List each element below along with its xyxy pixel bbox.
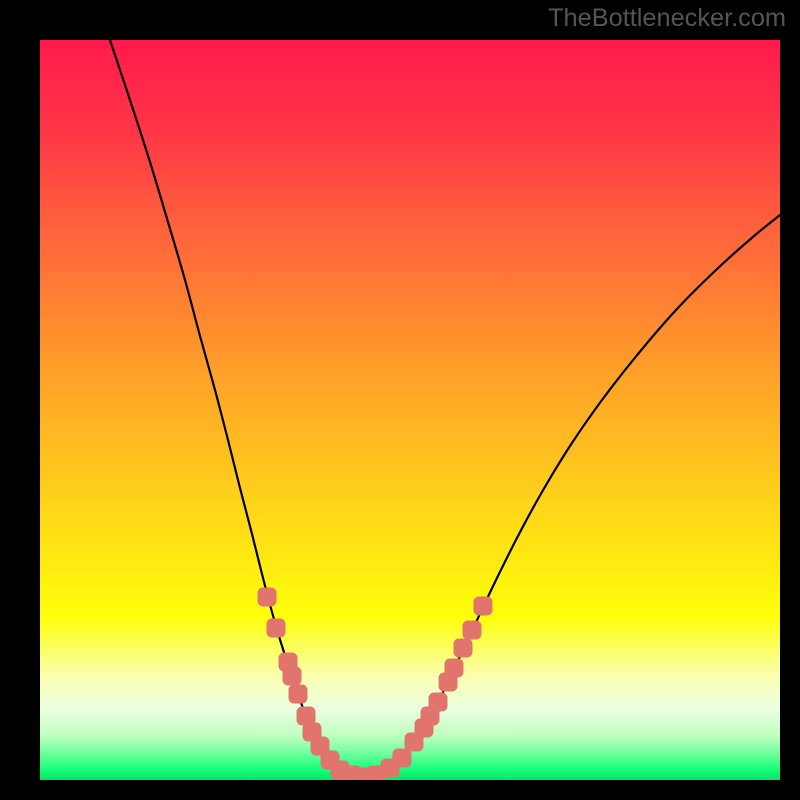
plot-area bbox=[40, 40, 780, 780]
curve-marker bbox=[297, 707, 315, 725]
curve-marker bbox=[454, 639, 472, 657]
watermark-text: TheBottlenecker.com bbox=[548, 4, 786, 33]
curve-marker bbox=[283, 667, 301, 685]
curve-marker bbox=[429, 693, 447, 711]
curve-marker bbox=[445, 659, 463, 677]
curve-marker bbox=[463, 621, 481, 639]
chart-svg bbox=[40, 40, 780, 780]
curve-marker bbox=[289, 685, 307, 703]
chart-canvas: TheBottlenecker.com bbox=[0, 0, 800, 800]
curve-marker bbox=[267, 619, 285, 637]
curve-marker bbox=[474, 597, 492, 615]
curve-marker bbox=[258, 588, 276, 606]
gradient-background bbox=[40, 40, 780, 780]
curve-marker bbox=[393, 749, 411, 767]
